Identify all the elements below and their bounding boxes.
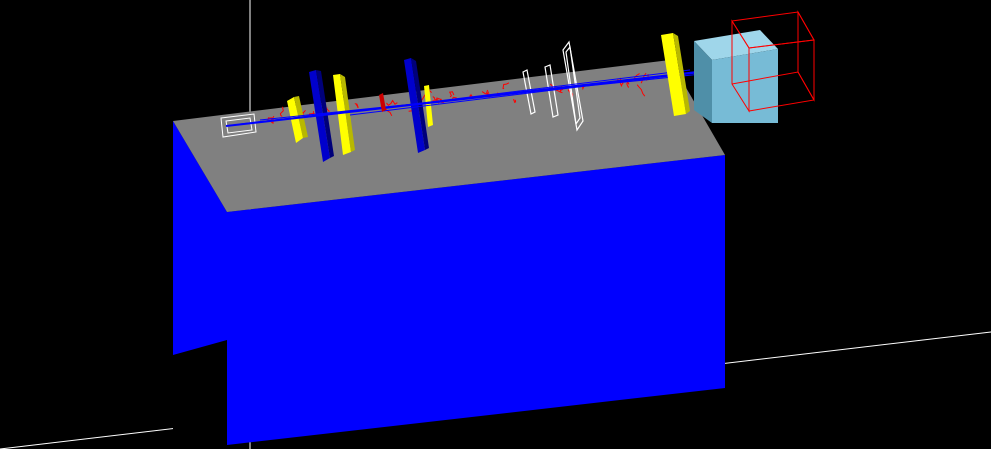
world-volume-wireframe xyxy=(731,10,815,113)
trajectory-path xyxy=(513,99,517,104)
trajectory-path xyxy=(386,99,398,106)
central-element xyxy=(379,93,386,112)
white-frame-3 xyxy=(562,40,584,132)
detector-box xyxy=(694,30,778,123)
table-top xyxy=(173,60,725,212)
trajectory-path xyxy=(626,81,630,88)
trajectory-path xyxy=(354,102,359,109)
table-leg-gap xyxy=(173,340,227,449)
yellow-plate-4 xyxy=(661,33,690,116)
table-side-left xyxy=(173,121,227,355)
trajectory-path xyxy=(279,106,284,117)
trajectory-path xyxy=(481,89,490,95)
trajectory-path xyxy=(549,83,563,94)
trajectory-path xyxy=(636,84,646,97)
beam-lines xyxy=(225,65,746,127)
yellow-plate-3 xyxy=(424,85,433,127)
white-frame-2 xyxy=(544,64,559,118)
trajectory-path xyxy=(432,96,442,104)
source-wireframe xyxy=(220,113,257,138)
white-frame-1 xyxy=(522,69,536,115)
trajectory-path xyxy=(502,82,510,90)
table-front-face xyxy=(227,155,725,445)
trajectory-path xyxy=(448,91,455,98)
